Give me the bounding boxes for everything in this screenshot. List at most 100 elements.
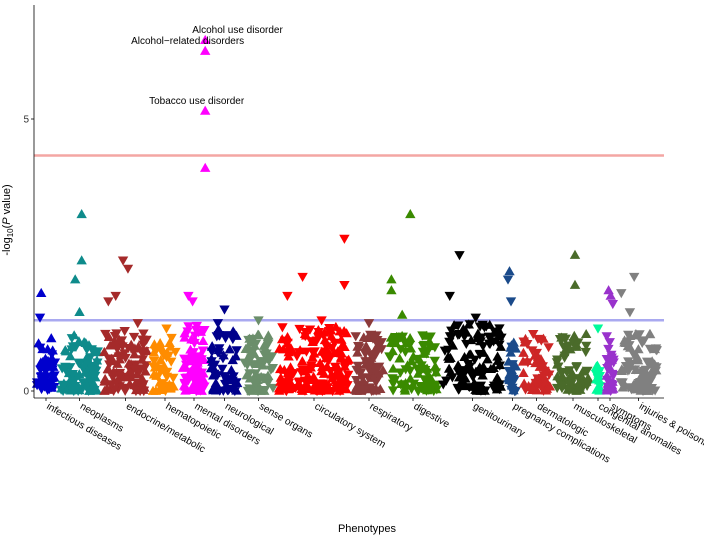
data-point: [425, 332, 436, 342]
data-point: [504, 374, 515, 385]
data-point: [376, 345, 387, 355]
data-point: [218, 372, 230, 382]
data-point: [439, 346, 451, 356]
data-point: [56, 383, 67, 393]
data-point: [395, 345, 406, 355]
data-point: [36, 372, 47, 382]
data-point: [104, 354, 116, 364]
data-point: [483, 332, 495, 342]
data-point: [373, 372, 385, 382]
data-point: [445, 367, 456, 377]
data-point: [494, 340, 505, 350]
data-point: [294, 324, 305, 334]
data-point: [275, 364, 286, 374]
data-point: [231, 385, 242, 395]
data-point: [352, 361, 364, 371]
data-point: [168, 381, 179, 391]
data-point: [639, 336, 650, 346]
data-point: [355, 368, 367, 378]
data-point: [46, 373, 57, 383]
data-point: [473, 329, 484, 339]
data-point: [34, 313, 46, 323]
data-point: [482, 354, 493, 364]
data-point: [302, 364, 314, 374]
data-point: [594, 382, 605, 392]
data-point: [211, 332, 223, 342]
data-point: [200, 45, 211, 55]
data-point: [505, 297, 517, 307]
data-point: [352, 347, 363, 357]
data-point: [446, 332, 457, 342]
data-point: [405, 209, 416, 219]
data-point: [397, 309, 408, 319]
data-point: [246, 353, 257, 363]
data-point: [323, 357, 334, 367]
data-point: [158, 351, 170, 361]
data-point: [400, 347, 411, 357]
data-point: [182, 327, 193, 337]
data-point: [404, 333, 416, 343]
data-point: [136, 349, 148, 359]
data-point: [362, 332, 373, 343]
data-point: [454, 251, 465, 261]
data-point: [615, 378, 627, 388]
data-point: [565, 344, 576, 354]
data-point: [214, 344, 225, 354]
data-point: [363, 319, 375, 329]
data-point: [413, 368, 424, 378]
data-point: [280, 385, 291, 396]
data-point: [239, 358, 250, 368]
data-point: [430, 361, 441, 371]
data-point: [640, 375, 651, 385]
data-point: [419, 348, 430, 358]
data-point: [629, 272, 640, 282]
annotation-label: Tobacco use disorder: [149, 96, 245, 107]
data-point: [339, 361, 350, 371]
data-point: [564, 366, 575, 376]
data-point: [517, 356, 529, 366]
data-point: [161, 372, 173, 382]
data-point: [395, 368, 406, 378]
data-point: [258, 340, 270, 350]
data-point: [285, 362, 296, 372]
data-point: [263, 330, 274, 340]
data-point: [110, 339, 122, 349]
data-point: [212, 319, 224, 329]
data-point: [38, 380, 49, 390]
data-point: [111, 329, 122, 339]
data-point: [470, 313, 481, 323]
data-point: [330, 321, 342, 331]
data-point: [646, 373, 658, 383]
data-point: [370, 330, 381, 340]
data-point: [339, 281, 350, 291]
y-tick-label: 5: [23, 115, 29, 126]
data-point: [332, 366, 343, 376]
data-point: [650, 365, 662, 375]
data-point: [65, 351, 76, 361]
data-point: [297, 356, 308, 366]
data-point: [262, 347, 273, 357]
data-point: [336, 340, 348, 350]
data-point: [231, 346, 242, 356]
data-point: [394, 353, 405, 363]
data-point: [122, 264, 134, 274]
data-point: [188, 348, 199, 358]
data-point: [185, 384, 197, 395]
data-point: [601, 354, 613, 365]
data-point: [309, 384, 320, 394]
data-point: [46, 333, 57, 343]
data-point: [138, 340, 149, 350]
data-point: [506, 369, 517, 379]
data-point: [488, 362, 499, 372]
data-point: [282, 343, 294, 353]
data-point: [446, 326, 457, 336]
data-point: [191, 321, 202, 331]
data-point: [530, 358, 541, 368]
data-point: [464, 383, 475, 393]
data-point: [359, 385, 370, 395]
data-point: [452, 383, 463, 394]
data-point: [565, 369, 577, 379]
data-point: [616, 289, 627, 299]
data-point: [183, 291, 194, 301]
data-point: [132, 319, 143, 329]
